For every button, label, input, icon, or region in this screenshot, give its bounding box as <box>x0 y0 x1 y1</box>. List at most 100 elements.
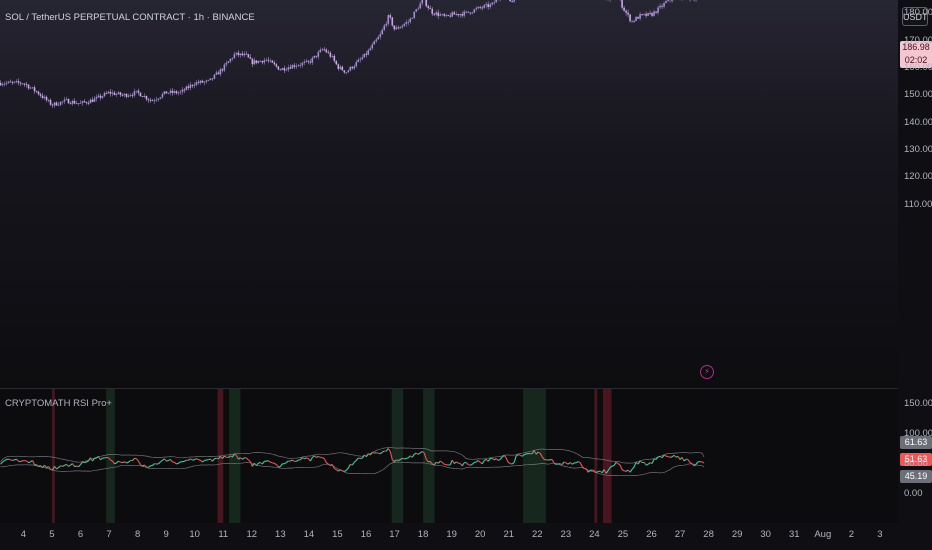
rsi-segment-307 <box>611 465 615 467</box>
candle-body-75 <box>149 99 152 101</box>
candle-body-54 <box>107 91 110 94</box>
candle-body-18 <box>35 91 38 92</box>
candle-body-245 <box>489 4 491 7</box>
candle-body-238 <box>475 8 478 10</box>
candle-body-165 <box>329 52 332 57</box>
rsi-segment-93 <box>184 459 187 462</box>
rsi-segment-170 <box>337 469 341 472</box>
rsi-segment-30 <box>58 465 61 468</box>
candle-body-236 <box>471 12 474 14</box>
candle-body-98 <box>195 82 198 85</box>
candle-body-222 <box>443 14 446 16</box>
candle-body-332 <box>663 2 665 7</box>
lightning-bolt-icon[interactable]: ⚡ <box>700 365 714 379</box>
rsi-segment-243 <box>483 458 487 462</box>
candle-body-150 <box>299 65 302 66</box>
rsi-segment-250 <box>497 458 501 461</box>
candle-body-69 <box>137 90 140 93</box>
candle-body-248 <box>495 0 497 3</box>
rsi-segment-290 <box>577 461 581 464</box>
price-axis[interactable] <box>898 0 932 523</box>
candle-body-214 <box>427 6 430 8</box>
candle-body-57 <box>113 92 116 95</box>
candle-body-51 <box>101 96 104 98</box>
time-axis[interactable] <box>0 523 898 550</box>
candle-body-131 <box>261 60 264 63</box>
rsi-segment-326 <box>649 462 653 465</box>
candle-body-255 <box>509 0 511 2</box>
rsi-segment-343 <box>683 458 687 462</box>
indicator-pane[interactable] <box>0 389 898 523</box>
price-tick-label: 140.00 <box>904 116 932 128</box>
candle-body-74 <box>147 99 150 101</box>
candle-body-193 <box>385 23 388 26</box>
candle-body-162 <box>323 49 326 51</box>
rsi-segment-302 <box>601 469 605 474</box>
rsi-segment-7 <box>12 459 15 461</box>
candle-body-121 <box>241 53 244 56</box>
candle-body-82 <box>163 91 166 95</box>
candle-body-118 <box>235 52 238 55</box>
rsi-segment-249 <box>495 458 499 461</box>
candle-body-88 <box>175 91 178 94</box>
candle-body-9 <box>17 81 20 83</box>
rsi-segment-284 <box>565 462 569 465</box>
candle-body-199 <box>397 27 400 29</box>
rsi-segment-182 <box>361 454 365 459</box>
rsi-segment-28 <box>54 465 57 470</box>
candle-body-104 <box>207 80 210 81</box>
rsi-segment-168 <box>334 468 337 471</box>
rsi-segment-158 <box>314 455 317 458</box>
pane-divider[interactable] <box>0 388 932 389</box>
rsi-segment-279 <box>556 463 559 465</box>
rsi-segment-120 <box>238 457 241 460</box>
candle-body-49 <box>97 95 100 97</box>
rsi-segment-245 <box>487 458 491 462</box>
price-pane[interactable] <box>0 0 898 388</box>
candle-body-231 <box>461 14 464 16</box>
candle-body-239 <box>477 6 480 9</box>
time-tick-label: 20 <box>474 529 486 540</box>
rsi-segment-209 <box>415 452 419 455</box>
candle-body-174 <box>347 70 350 73</box>
rsi-segment-124 <box>245 457 249 461</box>
candle-body-228 <box>455 13 458 15</box>
candle-body-87 <box>173 91 176 93</box>
rsi-segment-126 <box>249 461 253 467</box>
indicator-tick-label: 100.00 <box>904 428 932 439</box>
candle-body-1 <box>1 84 4 86</box>
time-tick-label: 28 <box>703 529 714 540</box>
candle-body-95 <box>189 84 192 88</box>
candle-body-17 <box>33 87 36 92</box>
rsi-segment-337 <box>671 454 675 458</box>
rsi-segment-342 <box>681 457 685 462</box>
time-tick-label: 15 <box>332 529 343 540</box>
candle-body-108 <box>215 72 218 75</box>
candle-body-6 <box>11 82 14 83</box>
symbol-title[interactable]: SOL / TetherUS PERPETUAL CONTRACT · 1h ·… <box>5 12 255 23</box>
candle-body-3 <box>5 82 8 84</box>
candle-body-160 <box>319 49 322 53</box>
candle-body-15 <box>29 87 32 89</box>
rsi-segment-346 <box>689 462 693 464</box>
rsi-segment-136 <box>270 461 273 464</box>
candle-body-58 <box>115 93 118 95</box>
rsi-segment-192 <box>381 450 385 453</box>
rsi-segment-167 <box>331 464 335 469</box>
currency-button[interactable]: USDT <box>902 7 928 26</box>
candle-body-113 <box>225 62 228 65</box>
indicator-title[interactable]: CRYPTOMATH RSI Pro+ <box>5 398 112 409</box>
candle-body-219 <box>437 12 440 16</box>
rsi-segment-294 <box>585 468 589 473</box>
price-tick-label: 170.00 <box>904 34 932 46</box>
rsi-segment-99 <box>196 458 199 461</box>
candle-body-217 <box>433 13 436 15</box>
rsi-segment-105 <box>208 458 211 461</box>
candle-body-317 <box>633 20 635 22</box>
rsi-segment-107 <box>211 458 215 462</box>
candle-body-67 <box>133 91 136 96</box>
candle-body-319 <box>637 17 639 19</box>
rsi-segment-2 <box>2 460 5 463</box>
rsi-segment-268 <box>533 450 537 455</box>
